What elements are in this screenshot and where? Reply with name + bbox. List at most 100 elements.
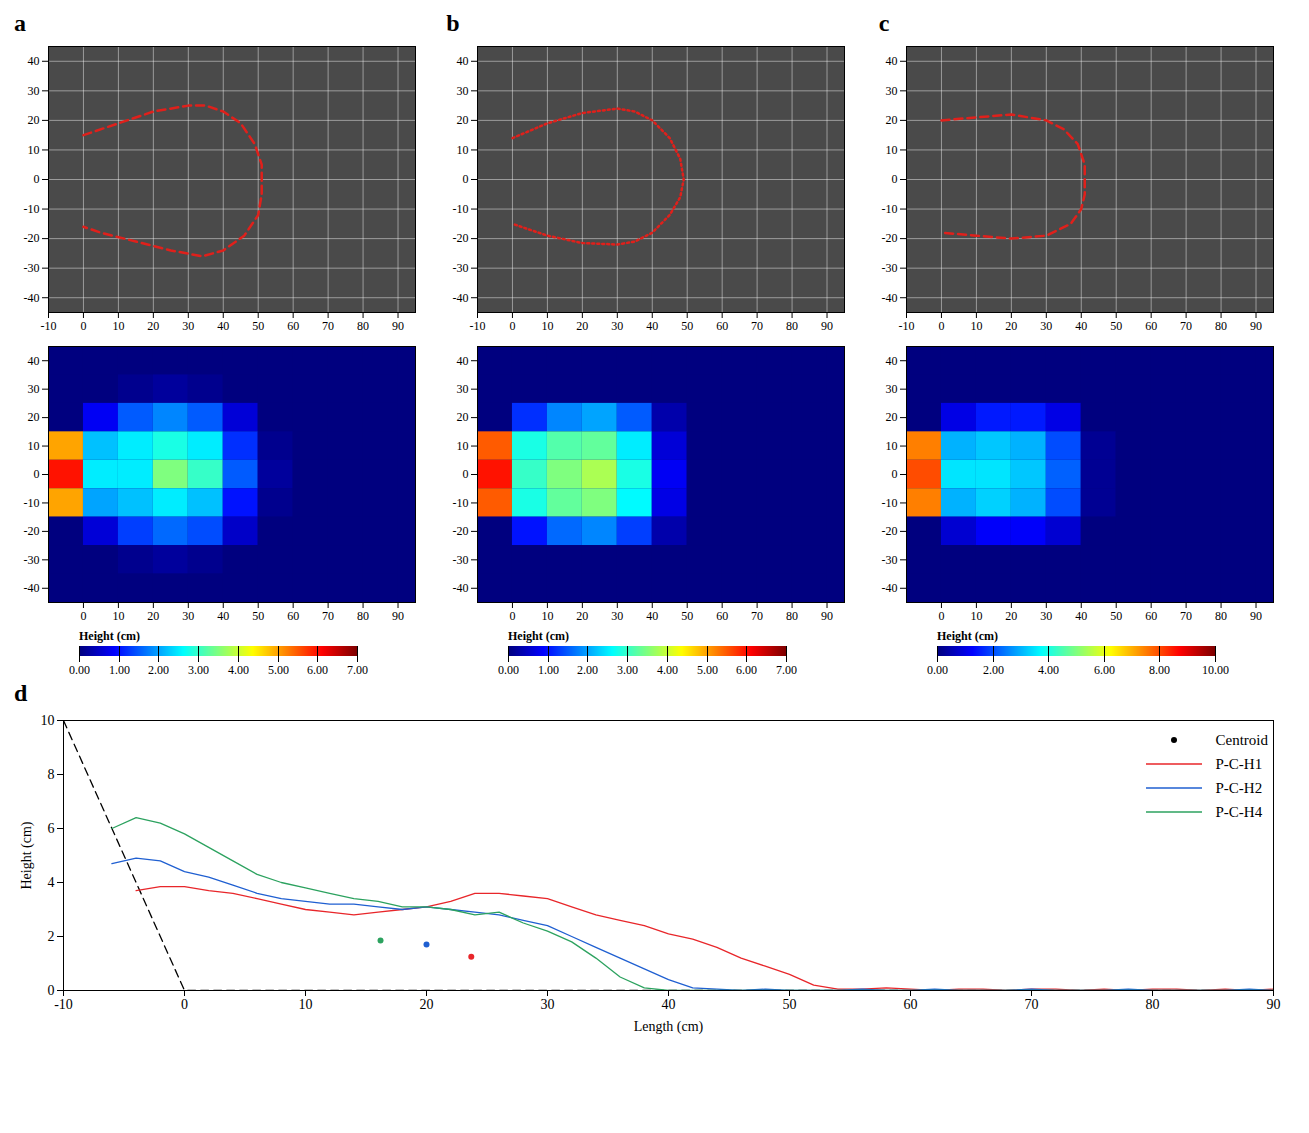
svg-text:60: 60 bbox=[1145, 319, 1157, 333]
svg-text:80: 80 bbox=[1146, 997, 1160, 1012]
svg-text:0: 0 bbox=[509, 609, 515, 623]
svg-text:50: 50 bbox=[681, 609, 693, 623]
svg-text:-20: -20 bbox=[882, 231, 898, 245]
svg-text:7.00: 7.00 bbox=[776, 663, 797, 677]
svg-text:Height (cm): Height (cm) bbox=[79, 629, 140, 643]
svg-text:-10: -10 bbox=[470, 319, 486, 333]
svg-text:50: 50 bbox=[783, 997, 797, 1012]
svg-text:-40: -40 bbox=[882, 581, 898, 595]
svg-text:20: 20 bbox=[886, 113, 898, 127]
svg-text:4.00: 4.00 bbox=[1038, 663, 1059, 677]
svg-text:10: 10 bbox=[970, 319, 982, 333]
svg-text:-10: -10 bbox=[41, 319, 57, 333]
svg-text:80: 80 bbox=[786, 319, 798, 333]
svg-text:-20: -20 bbox=[882, 524, 898, 538]
svg-text:4: 4 bbox=[48, 875, 55, 890]
svg-text:0.00: 0.00 bbox=[498, 663, 519, 677]
svg-text:10: 10 bbox=[541, 319, 553, 333]
svg-text:20: 20 bbox=[147, 319, 159, 333]
svg-text:80: 80 bbox=[357, 319, 369, 333]
svg-text:10: 10 bbox=[41, 713, 55, 728]
svg-text:90: 90 bbox=[821, 319, 833, 333]
svg-text:90: 90 bbox=[392, 319, 404, 333]
svg-text:-30: -30 bbox=[24, 553, 40, 567]
svg-text:60: 60 bbox=[904, 997, 918, 1012]
svg-text:-40: -40 bbox=[24, 581, 40, 595]
svg-text:40: 40 bbox=[457, 354, 469, 368]
svg-text:20: 20 bbox=[28, 410, 40, 424]
svg-text:20: 20 bbox=[420, 997, 434, 1012]
svg-text:50: 50 bbox=[1110, 609, 1122, 623]
svg-text:20: 20 bbox=[28, 113, 40, 127]
svg-text:50: 50 bbox=[252, 609, 264, 623]
svg-text:10: 10 bbox=[112, 319, 124, 333]
svg-text:30: 30 bbox=[886, 382, 898, 396]
svg-text:-10: -10 bbox=[54, 997, 73, 1012]
svg-text:1.00: 1.00 bbox=[109, 663, 130, 677]
svg-text:6.00: 6.00 bbox=[736, 663, 757, 677]
svg-text:20: 20 bbox=[1005, 319, 1017, 333]
svg-text:70: 70 bbox=[751, 319, 763, 333]
svg-text:10: 10 bbox=[299, 997, 313, 1012]
svg-text:-20: -20 bbox=[453, 524, 469, 538]
svg-text:6.00: 6.00 bbox=[307, 663, 328, 677]
svg-text:30: 30 bbox=[886, 84, 898, 98]
svg-text:1.00: 1.00 bbox=[538, 663, 559, 677]
svg-text:90: 90 bbox=[1267, 997, 1281, 1012]
svg-text:30: 30 bbox=[28, 382, 40, 396]
svg-text:10: 10 bbox=[457, 143, 469, 157]
svg-text:2.00: 2.00 bbox=[577, 663, 598, 677]
svg-text:30: 30 bbox=[182, 609, 194, 623]
svg-text:0: 0 bbox=[34, 467, 40, 481]
svg-text:-10: -10 bbox=[453, 496, 469, 510]
svg-text:0: 0 bbox=[938, 609, 944, 623]
svg-text:70: 70 bbox=[322, 319, 334, 333]
svg-text:60: 60 bbox=[287, 319, 299, 333]
svg-text:20: 20 bbox=[457, 410, 469, 424]
svg-text:90: 90 bbox=[1250, 319, 1262, 333]
svg-text:0: 0 bbox=[80, 609, 86, 623]
svg-text:-10: -10 bbox=[882, 496, 898, 510]
svg-text:10: 10 bbox=[112, 609, 124, 623]
svg-text:5.00: 5.00 bbox=[268, 663, 289, 677]
svg-text:40: 40 bbox=[28, 54, 40, 68]
svg-text:80: 80 bbox=[1215, 319, 1227, 333]
svg-text:70: 70 bbox=[322, 609, 334, 623]
svg-text:2.00: 2.00 bbox=[148, 663, 169, 677]
svg-text:60: 60 bbox=[1145, 609, 1157, 623]
svg-text:30: 30 bbox=[182, 319, 194, 333]
svg-text:-20: -20 bbox=[24, 524, 40, 538]
svg-text:40: 40 bbox=[28, 354, 40, 368]
svg-text:3.00: 3.00 bbox=[617, 663, 638, 677]
svg-text:8.00: 8.00 bbox=[1149, 663, 1170, 677]
svg-text:-20: -20 bbox=[453, 231, 469, 245]
svg-text:Height (cm): Height (cm) bbox=[19, 821, 35, 889]
svg-text:-20: -20 bbox=[24, 231, 40, 245]
svg-text:20: 20 bbox=[576, 319, 588, 333]
svg-text:-40: -40 bbox=[453, 291, 469, 305]
svg-text:20: 20 bbox=[457, 113, 469, 127]
svg-text:40: 40 bbox=[886, 54, 898, 68]
svg-text:0: 0 bbox=[938, 319, 944, 333]
svg-text:50: 50 bbox=[681, 319, 693, 333]
svg-text:0.00: 0.00 bbox=[69, 663, 90, 677]
svg-text:20: 20 bbox=[1005, 609, 1017, 623]
svg-text:0.00: 0.00 bbox=[927, 663, 948, 677]
svg-text:90: 90 bbox=[392, 609, 404, 623]
svg-text:6: 6 bbox=[48, 821, 55, 836]
svg-text:90: 90 bbox=[821, 609, 833, 623]
svg-text:4.00: 4.00 bbox=[657, 663, 678, 677]
svg-text:-30: -30 bbox=[453, 553, 469, 567]
svg-text:Height (cm): Height (cm) bbox=[937, 629, 998, 643]
svg-text:Height (cm): Height (cm) bbox=[508, 629, 569, 643]
svg-text:80: 80 bbox=[786, 609, 798, 623]
svg-text:-10: -10 bbox=[453, 202, 469, 216]
svg-text:80: 80 bbox=[357, 609, 369, 623]
svg-text:20: 20 bbox=[576, 609, 588, 623]
svg-text:2.00: 2.00 bbox=[983, 663, 1004, 677]
svg-text:0: 0 bbox=[48, 983, 55, 998]
svg-text:0: 0 bbox=[463, 172, 469, 186]
svg-text:Length (cm): Length (cm) bbox=[634, 1019, 704, 1035]
svg-text:40: 40 bbox=[886, 354, 898, 368]
svg-text:40: 40 bbox=[217, 609, 229, 623]
